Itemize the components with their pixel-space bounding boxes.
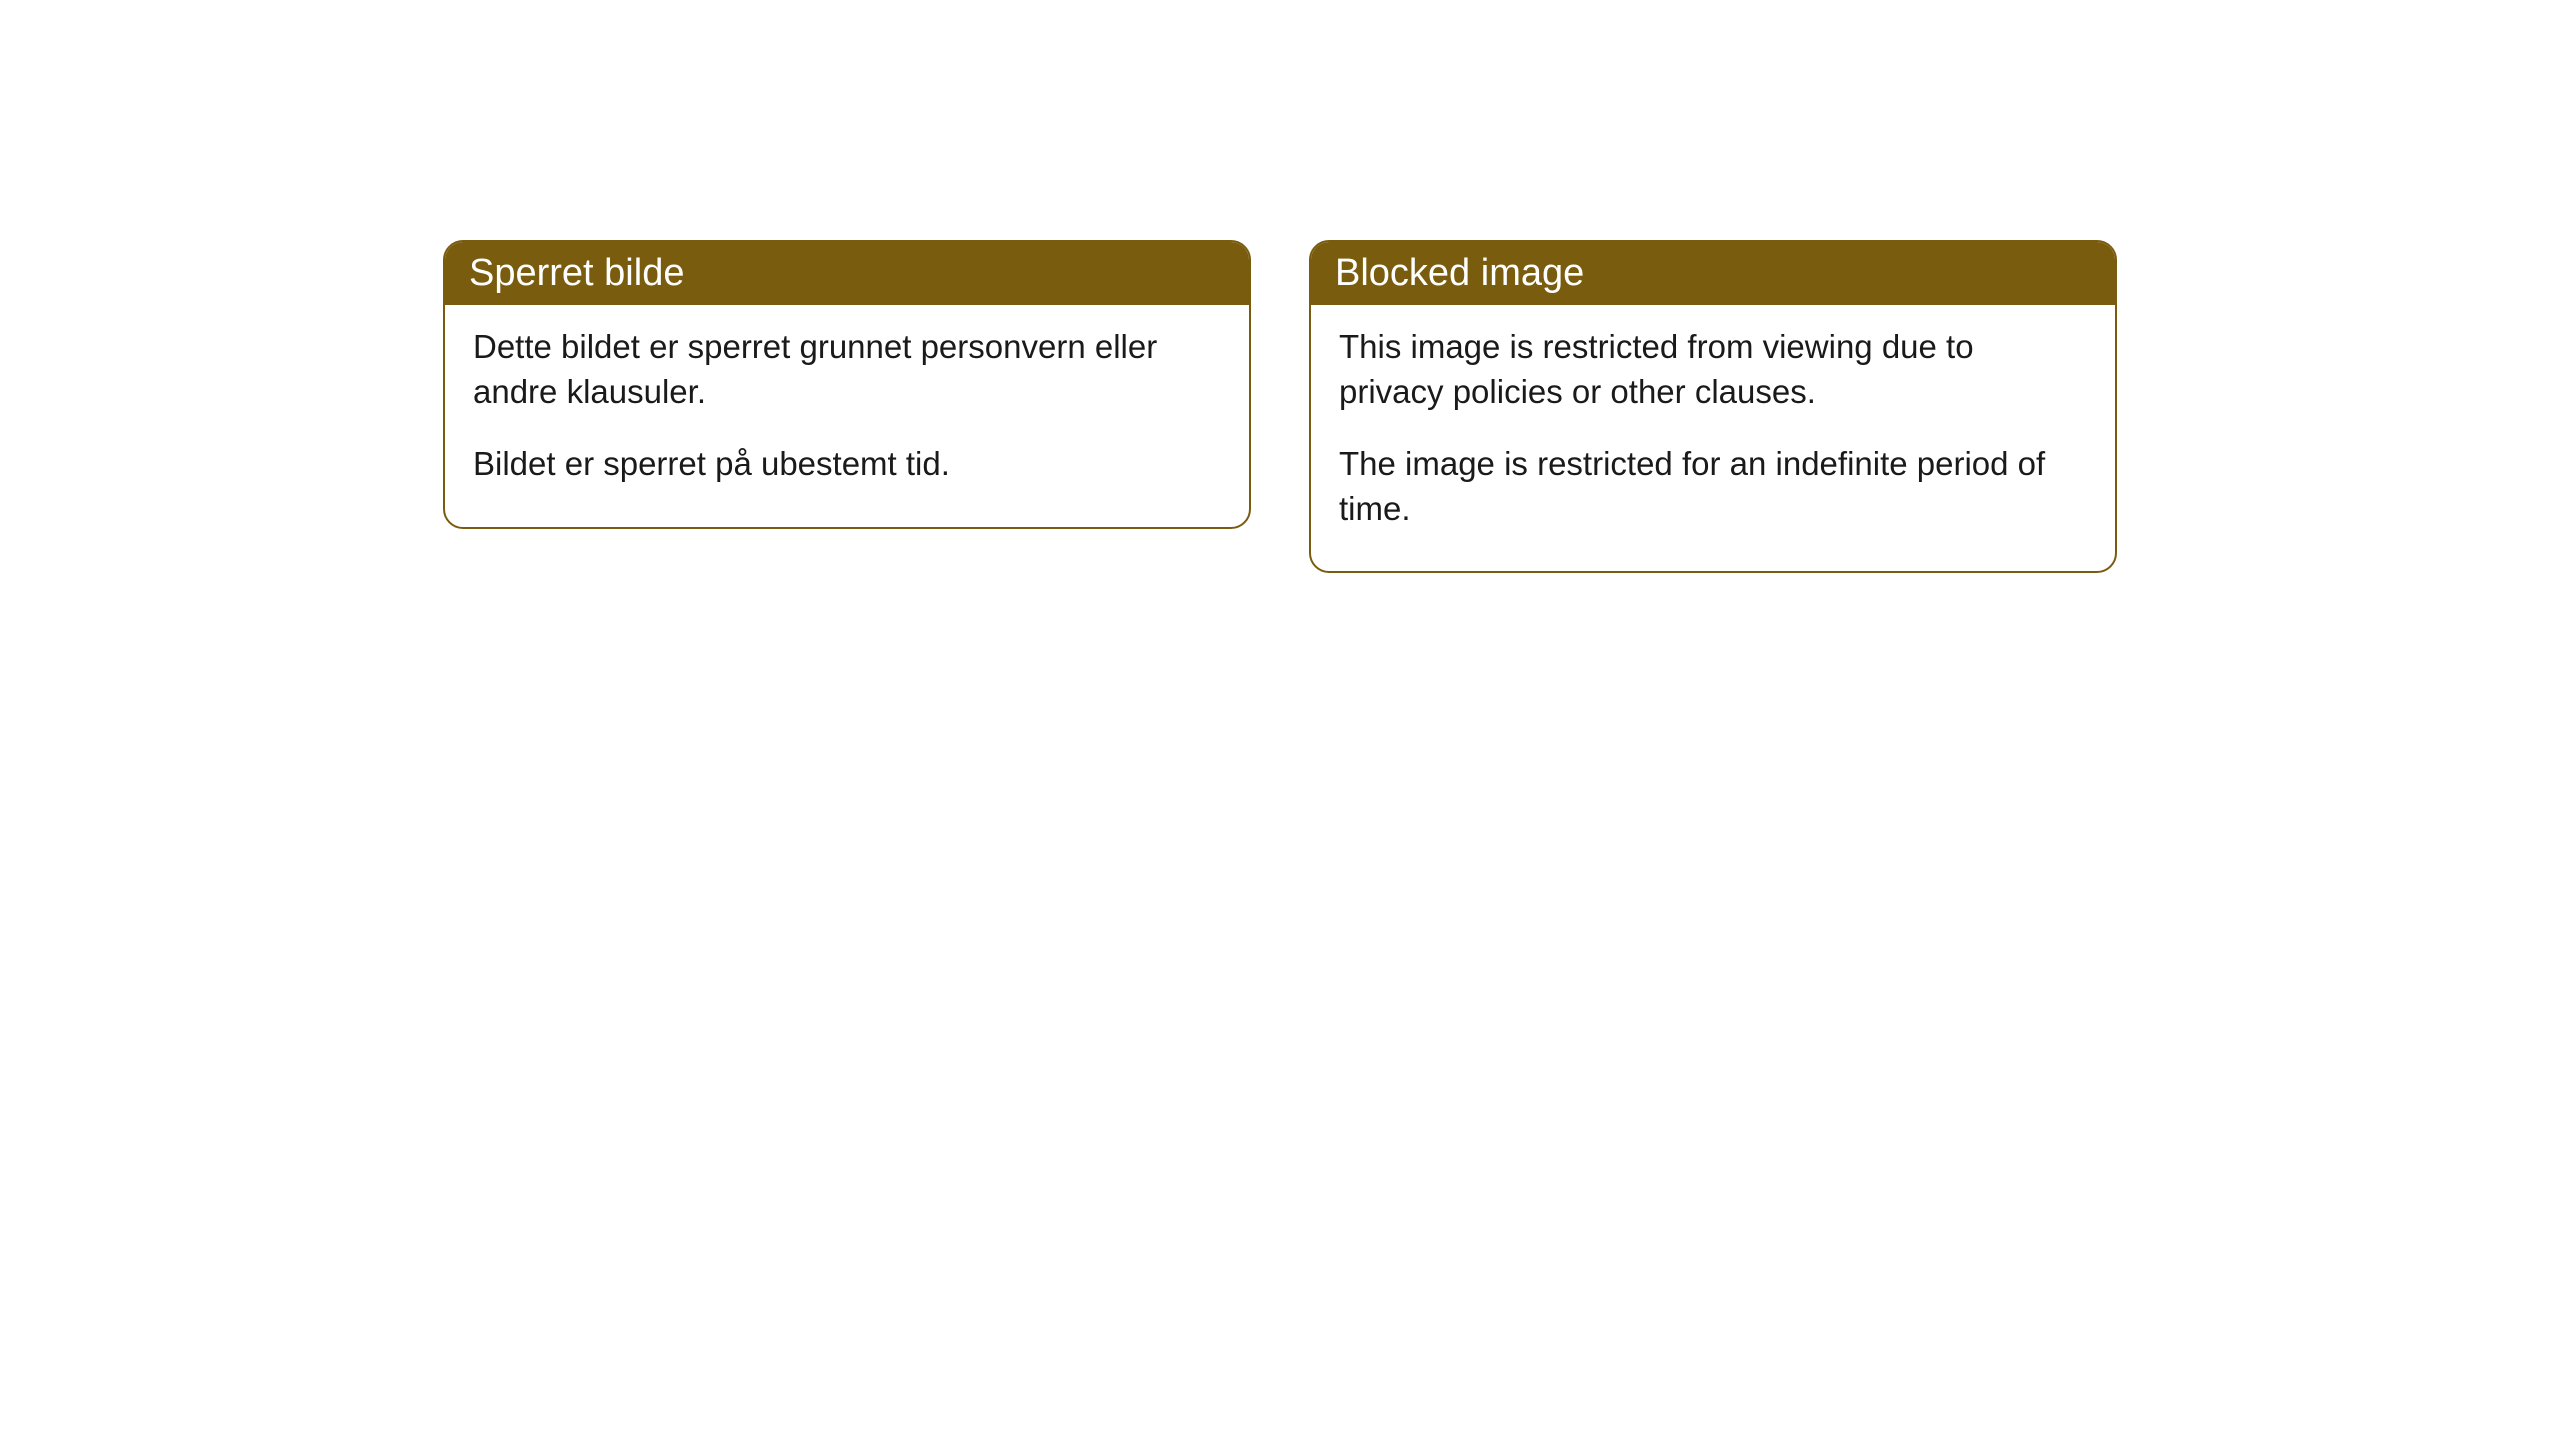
cards-container: Sperret bilde Dette bildet er sperret gr… [443, 240, 2117, 1440]
card-paragraph: Dette bildet er sperret grunnet personve… [473, 325, 1221, 414]
card-header: Sperret bilde [445, 242, 1249, 305]
card-body: This image is restricted from viewing du… [1311, 305, 2115, 571]
card-title: Sperret bilde [469, 252, 684, 294]
card-paragraph: Bildet er sperret på ubestemt tid. [473, 442, 1221, 487]
card-paragraph: The image is restricted for an indefinit… [1339, 442, 2087, 531]
card-title: Blocked image [1335, 252, 1584, 294]
card-header: Blocked image [1311, 242, 2115, 305]
card-body: Dette bildet er sperret grunnet personve… [445, 305, 1249, 527]
card-paragraph: This image is restricted from viewing du… [1339, 325, 2087, 414]
blocked-image-card-en: Blocked image This image is restricted f… [1309, 240, 2117, 573]
blocked-image-card-no: Sperret bilde Dette bildet er sperret gr… [443, 240, 1251, 529]
